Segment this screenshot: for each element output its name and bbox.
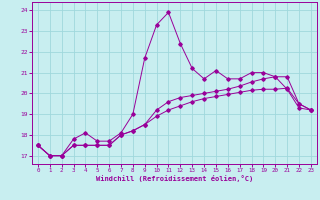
X-axis label: Windchill (Refroidissement éolien,°C): Windchill (Refroidissement éolien,°C) [96, 175, 253, 182]
